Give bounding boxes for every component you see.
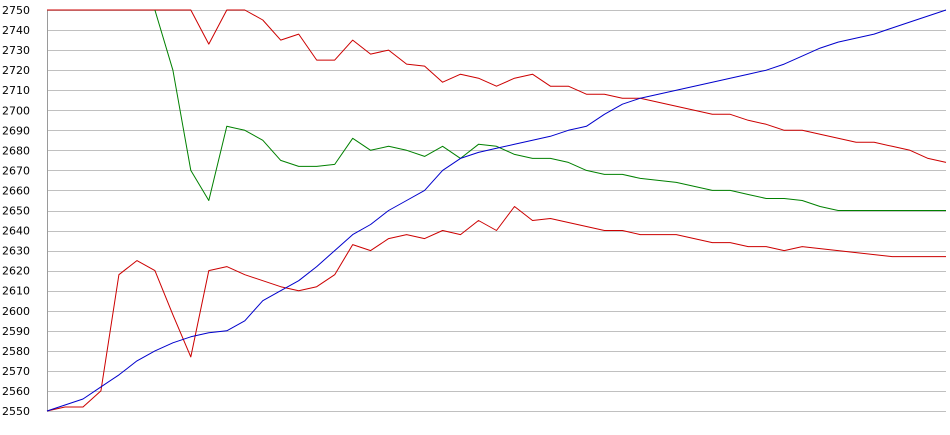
series-line-1 xyxy=(47,9,947,163)
y-tick-label: 2690 xyxy=(2,124,30,137)
y-tick-label: 2570 xyxy=(2,365,30,378)
y-tick-label: 2580 xyxy=(2,345,30,358)
y-tick-label: 2750 xyxy=(2,4,30,17)
y-tick-label: 2720 xyxy=(2,64,30,77)
y-tick-label: 2670 xyxy=(2,164,30,177)
y-tick-labels: 2550 2560 2570 2580 2590 2600 2610 2620 2630 2640… xyxy=(2,4,30,418)
y-tick-label: 2600 xyxy=(2,305,30,318)
y-tick-label: 2660 xyxy=(2,184,30,197)
y-tick-label: 2680 xyxy=(2,144,30,157)
series-line-4 xyxy=(46,9,947,412)
y-tick-label: 2740 xyxy=(2,24,30,37)
y-tick-label: 2710 xyxy=(2,84,30,97)
y-tick-label: 2650 xyxy=(2,205,30,218)
y-tick-label: 2700 xyxy=(2,104,30,117)
series-lines xyxy=(46,9,947,412)
y-tick-label: 2590 xyxy=(2,325,30,338)
y-tick-label: 2560 xyxy=(2,385,30,398)
y-tick-label: 2640 xyxy=(2,225,30,238)
y-tick-label: 2730 xyxy=(2,44,30,57)
series-line-2 xyxy=(154,9,946,211)
gridlines xyxy=(47,10,946,412)
y-tick-label: 2630 xyxy=(2,245,30,258)
y-tick-label: 2610 xyxy=(2,285,30,298)
y-tick-label: 2550 xyxy=(2,405,30,418)
y-tick-label: 2620 xyxy=(2,265,30,278)
series-line-3 xyxy=(46,206,946,412)
